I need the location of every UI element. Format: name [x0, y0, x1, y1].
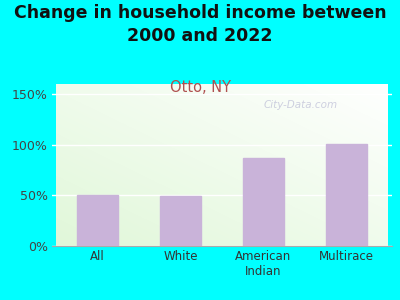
Bar: [243, 158, 284, 246]
Text: City-Data.com: City-Data.com: [263, 100, 337, 110]
Bar: [160, 196, 201, 246]
Bar: [77, 195, 118, 246]
Bar: [326, 144, 367, 246]
Text: Change in household income between
2000 and 2022: Change in household income between 2000 …: [14, 4, 386, 45]
Text: Otto, NY: Otto, NY: [170, 80, 230, 94]
